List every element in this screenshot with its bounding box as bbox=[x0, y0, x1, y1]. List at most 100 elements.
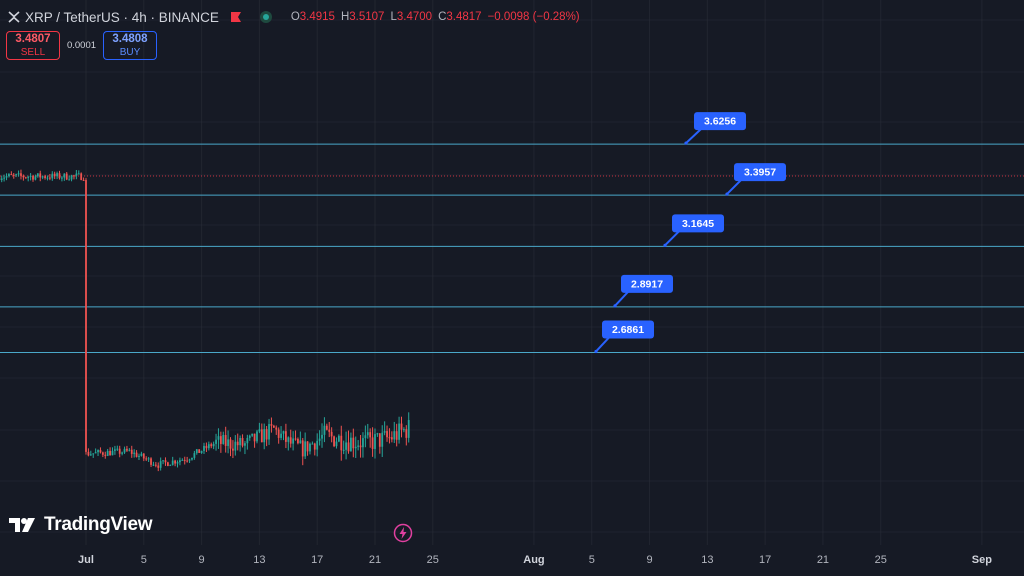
candle bbox=[22, 174, 25, 181]
candle bbox=[82, 177, 85, 181]
symbol-title[interactable]: XRP / TetherUS · 4h · BINANCE bbox=[25, 9, 219, 25]
candle bbox=[5, 173, 8, 181]
level-label[interactable]: 2.6861 bbox=[594, 320, 654, 354]
time-axis[interactable]: Jul 5 9 13 17 21 25 Aug 5 9 13 17 21 25 Sep bbox=[0, 546, 1024, 576]
candle bbox=[97, 449, 99, 456]
time-tick-label: Aug bbox=[523, 554, 544, 566]
level-label[interactable]: 3.6256 bbox=[684, 112, 746, 145]
candle bbox=[17, 170, 20, 177]
candle bbox=[39, 170, 42, 182]
candle bbox=[272, 424, 275, 428]
candle bbox=[195, 448, 198, 455]
buy-button[interactable]: 3.4808 BUY bbox=[103, 31, 157, 60]
candle bbox=[128, 448, 131, 452]
candle bbox=[109, 447, 111, 456]
time-tick-label: 25 bbox=[427, 554, 439, 566]
buy-label: BUY bbox=[119, 46, 141, 58]
chart-grid bbox=[85, 0, 983, 545]
candle bbox=[364, 425, 367, 448]
flag-icon[interactable] bbox=[229, 10, 243, 24]
level-label[interactable]: 3.1645 bbox=[663, 214, 724, 247]
candle bbox=[80, 172, 83, 181]
candle bbox=[89, 450, 92, 456]
candlestick-series bbox=[0, 169, 410, 472]
high-value: 3.5107 bbox=[349, 11, 385, 23]
candle bbox=[3, 174, 6, 182]
candle bbox=[241, 434, 244, 448]
candle bbox=[244, 441, 246, 455]
candle bbox=[164, 457, 167, 466]
candle bbox=[207, 441, 210, 451]
candle bbox=[92, 453, 95, 458]
candle bbox=[73, 174, 75, 180]
time-tick-label: 5 bbox=[589, 554, 595, 566]
candle bbox=[390, 431, 393, 443]
level-labels[interactable]: 3.6256 3.3957 3.1645 2.8917 2.6861 bbox=[594, 112, 786, 354]
candle bbox=[53, 171, 56, 180]
candle bbox=[374, 428, 376, 459]
candle bbox=[340, 425, 343, 461]
candle bbox=[347, 430, 350, 454]
low-value: 3.4700 bbox=[396, 11, 433, 23]
candle bbox=[366, 423, 369, 439]
candle bbox=[114, 445, 116, 455]
logo-text: TradingView bbox=[44, 514, 153, 535]
candle bbox=[106, 448, 109, 457]
support-resistance-levels[interactable] bbox=[0, 143, 1024, 353]
open-value: 3.4915 bbox=[299, 11, 335, 23]
candle bbox=[140, 451, 143, 457]
ohlc-values: O3.4915 H3.5107 L3.4700 C3.4817 −0.0098 … bbox=[291, 11, 580, 23]
candle bbox=[10, 171, 13, 176]
candle bbox=[118, 445, 121, 458]
candle bbox=[330, 427, 333, 443]
candle bbox=[263, 423, 266, 450]
candle bbox=[142, 453, 145, 462]
candle bbox=[309, 442, 311, 455]
candle bbox=[116, 445, 119, 452]
candle bbox=[357, 440, 360, 451]
candle bbox=[193, 450, 196, 460]
candle bbox=[191, 457, 193, 461]
candle bbox=[328, 421, 331, 438]
candle bbox=[265, 425, 268, 447]
candle bbox=[179, 457, 181, 466]
candle bbox=[294, 430, 297, 441]
candle bbox=[268, 418, 270, 445]
candle bbox=[403, 427, 405, 433]
candle bbox=[138, 453, 140, 461]
candle bbox=[166, 461, 169, 467]
tradingview-logo[interactable]: TradingView bbox=[8, 514, 153, 536]
candle bbox=[253, 433, 256, 448]
high-label: H bbox=[340, 11, 350, 23]
level-label[interactable]: 2.8917 bbox=[613, 274, 673, 308]
candle bbox=[234, 435, 237, 456]
time-tick-label: 9 bbox=[199, 554, 205, 566]
time-tick-label: 17 bbox=[759, 554, 771, 566]
candle bbox=[270, 417, 273, 433]
candle bbox=[174, 459, 177, 467]
open-label: O bbox=[290, 11, 300, 23]
sell-button[interactable]: 3.4807 SELL bbox=[6, 31, 60, 60]
candle bbox=[32, 174, 34, 182]
candle bbox=[400, 416, 403, 438]
level-label-text: 3.3957 bbox=[744, 167, 776, 179]
time-tick-label: 13 bbox=[253, 554, 265, 566]
lightning-icon[interactable] bbox=[393, 523, 413, 543]
candle bbox=[159, 457, 162, 471]
level-label[interactable]: 3.3957 bbox=[725, 163, 786, 196]
candle bbox=[313, 442, 316, 456]
candle bbox=[8, 173, 10, 178]
candle bbox=[68, 175, 71, 181]
candle bbox=[287, 436, 290, 451]
candle bbox=[133, 449, 136, 458]
level-label-text: 3.1645 bbox=[682, 218, 714, 230]
candle bbox=[63, 173, 66, 181]
candle bbox=[181, 458, 184, 461]
candle bbox=[123, 446, 126, 454]
candle bbox=[15, 173, 18, 178]
candle bbox=[75, 170, 78, 180]
candle bbox=[111, 447, 114, 456]
candle bbox=[376, 432, 379, 437]
candle bbox=[104, 451, 107, 459]
